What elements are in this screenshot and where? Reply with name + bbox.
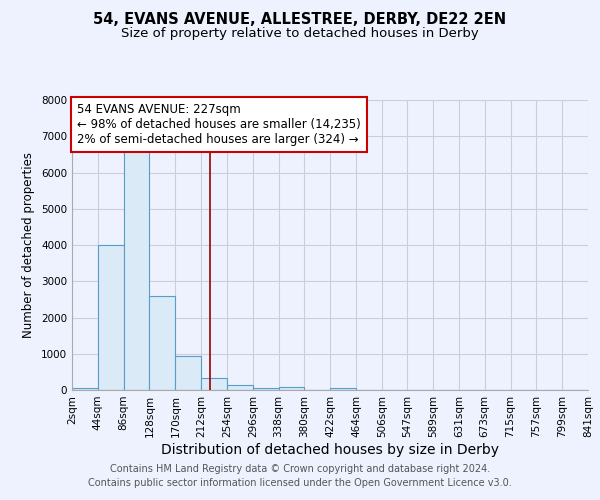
Bar [227,386,253,390]
Bar [253,388,278,390]
Text: 54, EVANS AVENUE, ALLESTREE, DERBY, DE22 2EN: 54, EVANS AVENUE, ALLESTREE, DERBY, DE22… [94,12,506,28]
Bar [98,245,124,390]
Bar [201,378,227,390]
X-axis label: Distribution of detached houses by size in Derby: Distribution of detached houses by size … [161,442,499,456]
Y-axis label: Number of detached properties: Number of detached properties [22,152,35,338]
Text: Contains HM Land Registry data © Crown copyright and database right 2024.
Contai: Contains HM Land Registry data © Crown c… [88,464,512,487]
Bar [175,356,201,390]
Bar [278,387,304,390]
Text: Size of property relative to detached houses in Derby: Size of property relative to detached ho… [121,28,479,40]
Bar [331,388,356,390]
Bar [124,151,149,390]
Text: 54 EVANS AVENUE: 227sqm
← 98% of detached houses are smaller (14,235)
2% of semi: 54 EVANS AVENUE: 227sqm ← 98% of detache… [77,103,361,146]
Bar [149,296,175,390]
Bar [72,388,98,390]
